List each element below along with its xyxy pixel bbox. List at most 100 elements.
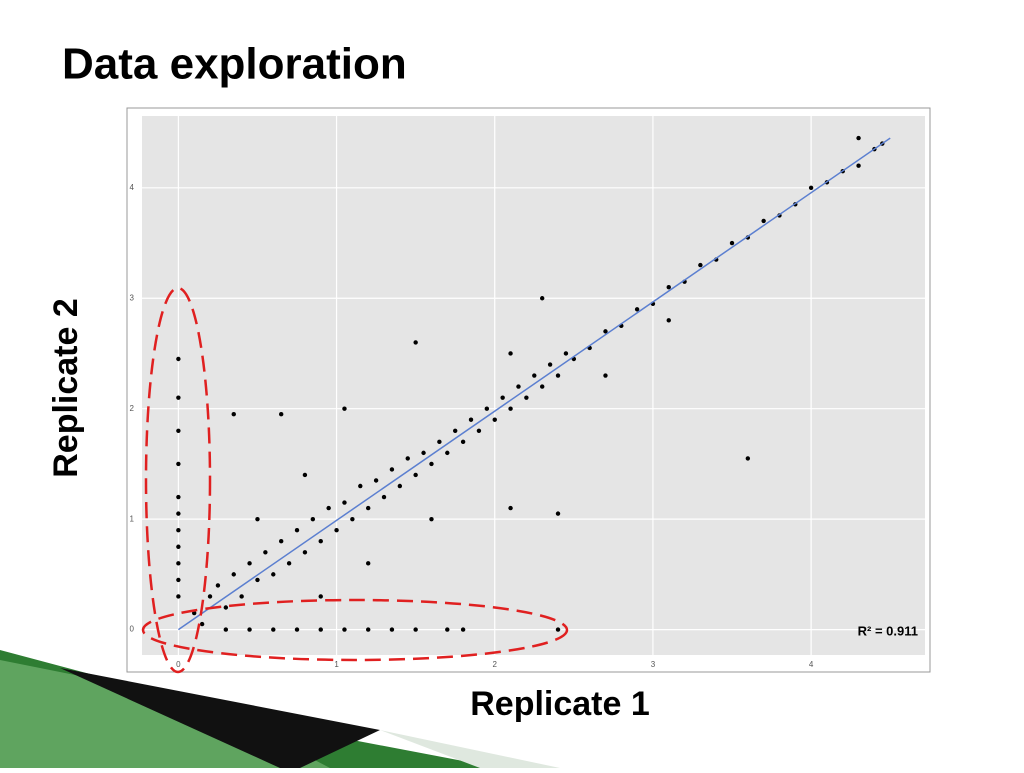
point — [468, 417, 474, 422]
point — [231, 412, 236, 417]
point — [698, 262, 703, 268]
point — [176, 511, 181, 516]
point — [389, 467, 395, 472]
point — [413, 340, 418, 345]
point — [563, 351, 569, 356]
point — [445, 450, 450, 456]
highlight-ellipse — [141, 598, 569, 662]
point — [176, 594, 181, 599]
point — [318, 594, 323, 599]
point — [302, 472, 308, 478]
point — [389, 627, 395, 632]
point — [405, 456, 410, 461]
decoration — [60, 668, 380, 768]
fit-line — [177, 137, 891, 631]
point — [318, 539, 323, 544]
point — [255, 516, 260, 522]
point — [508, 406, 513, 411]
point — [666, 318, 671, 323]
point — [176, 561, 181, 566]
point — [856, 163, 861, 168]
annotation: R² = 0.911 — [858, 623, 918, 638]
x-tick-label: 3 — [651, 660, 656, 669]
y-axis-label: Replicate 2 — [47, 298, 85, 478]
point — [247, 627, 252, 632]
point — [176, 527, 181, 533]
point — [294, 627, 300, 632]
highlight — [141, 286, 569, 674]
y-tick-label: 0 — [130, 625, 135, 634]
point — [437, 439, 442, 445]
y-tick-label: 3 — [130, 293, 135, 302]
point — [532, 373, 537, 378]
point — [247, 561, 252, 566]
point — [603, 329, 608, 334]
point — [342, 406, 347, 411]
x-tick-label: 2 — [493, 660, 498, 669]
point — [421, 450, 426, 456]
point — [271, 572, 276, 577]
point — [516, 384, 521, 389]
highlight-ellipse — [144, 286, 212, 674]
point — [745, 456, 751, 461]
point — [460, 439, 466, 445]
point — [540, 384, 545, 389]
point — [207, 594, 213, 599]
point — [445, 627, 450, 632]
point — [453, 428, 458, 433]
point — [492, 417, 497, 422]
point — [729, 240, 735, 246]
point — [350, 516, 355, 522]
point — [373, 478, 379, 483]
point — [279, 539, 284, 544]
y-tick-label: 2 — [130, 404, 135, 413]
point — [555, 373, 561, 378]
point — [342, 627, 347, 632]
point — [239, 594, 244, 599]
point — [603, 373, 608, 378]
point — [484, 406, 490, 411]
point — [176, 544, 181, 549]
point — [460, 627, 466, 632]
point — [761, 218, 766, 224]
point — [358, 483, 363, 489]
point — [231, 572, 236, 577]
point — [176, 461, 181, 467]
point — [500, 395, 505, 400]
point — [199, 621, 205, 627]
y-tick-label: 1 — [130, 514, 135, 523]
point — [540, 296, 545, 301]
point — [302, 550, 308, 555]
x-tick-label: 0 — [176, 660, 181, 669]
point — [429, 461, 434, 467]
point — [634, 307, 640, 312]
x-axis-label: Replicate 1 — [470, 685, 650, 723]
point — [255, 577, 260, 583]
point — [555, 511, 561, 516]
decoration — [380, 730, 560, 768]
point — [263, 550, 268, 555]
point — [366, 627, 371, 632]
point — [547, 362, 553, 367]
point — [334, 527, 339, 533]
point — [176, 428, 181, 433]
point — [524, 395, 529, 400]
point — [294, 527, 300, 533]
plot: 0 1 2 3 4 0 1 2 3 4 — [130, 116, 925, 669]
point — [326, 505, 331, 511]
point — [856, 135, 861, 141]
point — [666, 284, 671, 290]
point — [192, 610, 197, 616]
point — [366, 505, 371, 511]
point — [318, 627, 323, 632]
point — [215, 583, 221, 588]
point — [279, 412, 284, 417]
point — [508, 351, 513, 356]
point — [429, 516, 434, 522]
point — [176, 395, 181, 400]
point — [176, 577, 181, 583]
y-tick-label: 4 — [130, 183, 135, 192]
point — [508, 505, 513, 511]
point — [397, 483, 403, 489]
